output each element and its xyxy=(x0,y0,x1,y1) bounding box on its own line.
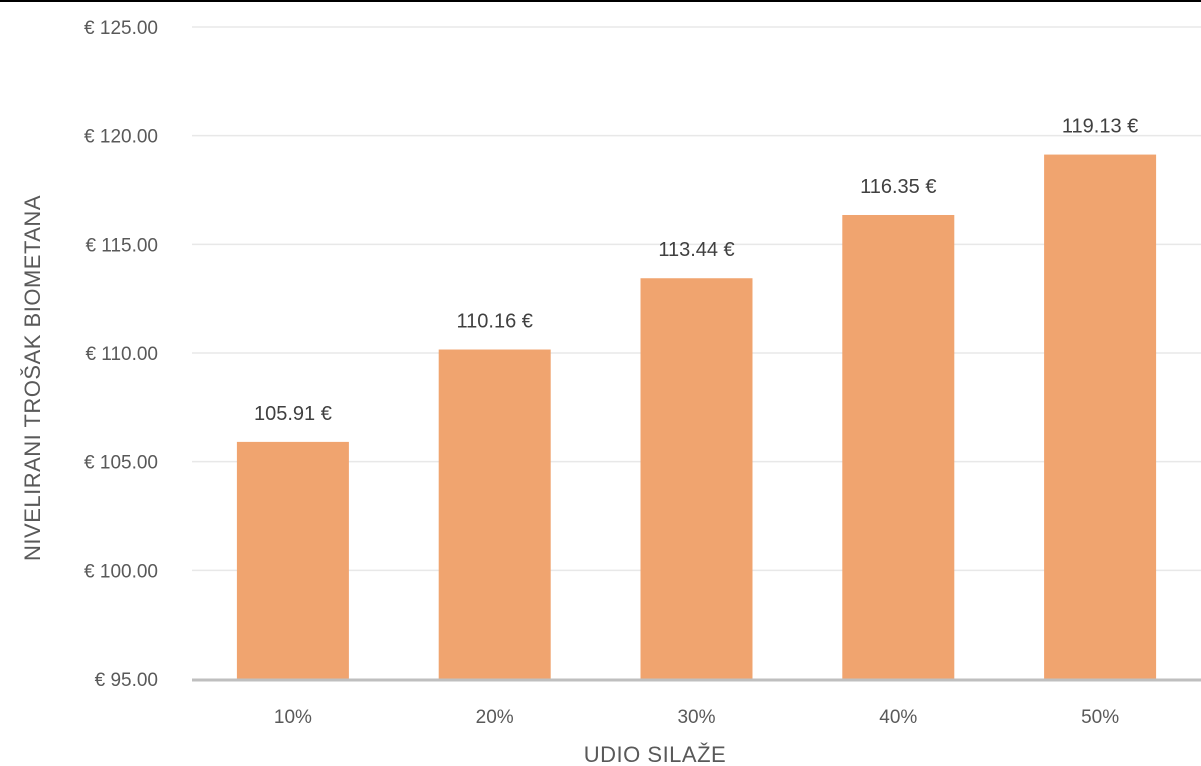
x-tick-label: 40% xyxy=(879,707,917,728)
y-tick-label: € 100.00 xyxy=(84,561,158,582)
bars xyxy=(236,154,1157,680)
y-tick-label: € 115.00 xyxy=(85,235,158,256)
x-tick-label: 30% xyxy=(677,707,715,728)
data-label: 119.13 € xyxy=(1062,116,1138,138)
bar xyxy=(438,349,551,679)
x-axis-title: UDIO SILAŽE xyxy=(584,742,726,766)
y-tick-label: € 120.00 xyxy=(84,127,158,148)
bar xyxy=(842,214,955,679)
data-label: 110.16 € xyxy=(457,311,533,333)
data-label: 116.35 € xyxy=(860,176,936,198)
data-label: 105.91 € xyxy=(254,403,332,425)
y-tick-label: € 125.00 xyxy=(84,18,158,39)
y-axis-title: NIVELIRANI TROŠAK BIOMETANA xyxy=(20,195,45,561)
y-tick-label: € 95.00 xyxy=(95,670,158,691)
x-tick-label: 20% xyxy=(476,707,514,728)
bar xyxy=(1044,154,1157,680)
data-labels: 105.91 € 110.16 € 113.44 € 116.35 € 119.13 € xyxy=(254,116,1138,425)
bar xyxy=(236,441,349,679)
bar xyxy=(640,278,753,679)
x-tick-labels: 10% 20% 30% 40% 50% xyxy=(274,707,1119,728)
data-label: 113.44 € xyxy=(658,239,734,261)
y-tick-labels: € 95.00 € 100.00 € 105.00 € 110.00 € 115.00 €… xyxy=(84,18,158,691)
y-tick-label: € 110.00 xyxy=(85,344,158,365)
x-tick-label: 10% xyxy=(274,707,312,728)
x-tick-label: 50% xyxy=(1081,707,1119,728)
y-tick-label: € 105.00 xyxy=(84,453,158,474)
